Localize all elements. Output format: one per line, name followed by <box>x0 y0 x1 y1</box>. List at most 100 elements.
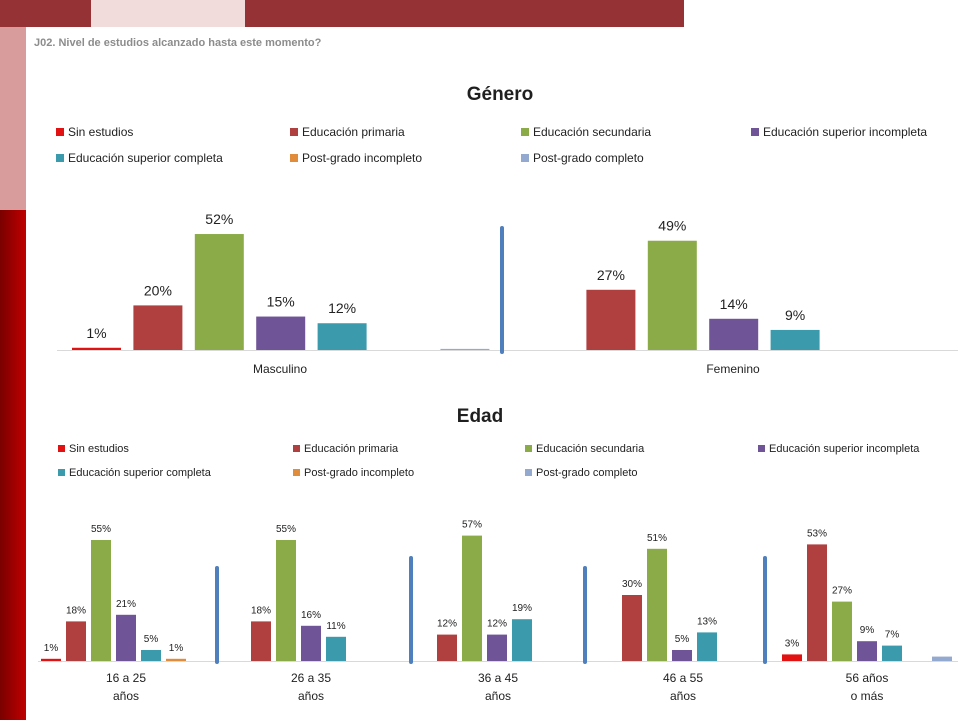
edad-bar-educacion-superior-incompleta-3 <box>672 650 692 661</box>
edad-value-label-sin-estudios-0: 1% <box>44 643 59 654</box>
edad-value-label-sin-estudios-4: 3% <box>785 638 800 649</box>
genero-legend-label-educacion-secundaria: Educación secundaria <box>533 125 651 139</box>
genero-value-label-educacion-primaria-0: 20% <box>144 282 172 298</box>
edad-value-label-educacion-primaria-2: 12% <box>437 619 457 630</box>
edad-value-label-educacion-superior-incompleta-4: 9% <box>860 625 875 636</box>
genero-legend-label-educacion-primaria: Educación primaria <box>302 125 405 139</box>
edad-legend-label-educacion-secundaria: Educación secundaria <box>536 443 645 455</box>
edad-legend-label-educacion-primaria: Educación primaria <box>304 443 399 455</box>
edad-value-label-educacion-superior-completa-0: 5% <box>144 634 159 645</box>
edad-value-label-educacion-primaria-1: 18% <box>251 605 271 616</box>
edad-bar-educacion-superior-completa-4 <box>882 645 902 661</box>
edad-bar-educacion-primaria-2 <box>437 634 457 661</box>
edad-value-label-educacion-superior-completa-2: 19% <box>512 603 532 614</box>
edad-bar-educacion-secundaria-4 <box>832 601 852 661</box>
genero-category-label-1: Femenino <box>706 362 760 376</box>
genero-legend-label-educacion-superior-incompleta: Educación superior incompleta <box>763 125 927 139</box>
genero-value-label-educacion-secundaria-0: 52% <box>205 211 233 227</box>
edad-value-label-educacion-superior-completa-1: 11% <box>326 621 345 632</box>
genero-legend-swatch-educacion-superior-completa <box>56 154 64 162</box>
genero-legend-label-sin-estudios: Sin estudios <box>68 125 133 139</box>
genero-legend-swatch-post-grado-incompleto <box>290 154 298 162</box>
edad-bar-sin-estudios-0 <box>41 658 61 661</box>
edad-value-label-educacion-secundaria-2: 57% <box>462 520 482 531</box>
edad-legend-swatch-educacion-superior-completa <box>58 469 65 476</box>
genero-category-label-0: Masculino <box>253 362 307 376</box>
edad-legend-swatch-educacion-primaria <box>293 445 300 452</box>
edad-legend-swatch-educacion-superior-incompleta <box>758 445 765 452</box>
genero-bar-educacion-superior-completa-1 <box>770 329 820 350</box>
question-text: J02. Nivel de estudios alcanzado hasta e… <box>34 37 322 49</box>
edad-bar-educacion-superior-completa-1 <box>326 636 346 661</box>
edad-legend-label-sin-estudios: Sin estudios <box>69 443 129 455</box>
edad-category-label-1-line1: años <box>298 689 324 703</box>
genero-value-label-educacion-superior-incompleta-1: 14% <box>720 296 748 312</box>
edad-bar-educacion-primaria-4 <box>807 544 827 661</box>
genero-value-label-educacion-superior-incompleta-0: 15% <box>267 294 295 310</box>
genero-bar-educacion-superior-incompleta-0 <box>256 316 306 350</box>
edad-value-label-educacion-superior-incompleta-3: 5% <box>675 634 690 645</box>
genero-bar-educacion-superior-completa-0 <box>317 323 367 350</box>
genero-legend-label-post-grado-completo: Post-grado completo <box>533 151 644 165</box>
edad-bar-educacion-primaria-0 <box>66 621 86 661</box>
header-bar-light <box>91 0 245 27</box>
edad-bar-educacion-superior-incompleta-2 <box>487 634 507 661</box>
edad-category-label-1-line0: 26 a 35 <box>291 671 331 685</box>
edad-legend-swatch-post-grado-completo <box>525 469 532 476</box>
edad-legend-swatch-educacion-secundaria <box>525 445 532 452</box>
genero-bar-educacion-secundaria-0 <box>194 234 244 350</box>
genero-legend-label-educacion-superior-completa: Educación superior completa <box>68 151 223 165</box>
genero-legend-swatch-sin-estudios <box>56 128 64 136</box>
side-bar-light <box>0 27 26 210</box>
header-bar-dark-left <box>0 0 91 27</box>
edad-bar-post-grado-incompleto-0 <box>166 658 186 661</box>
edad-value-label-educacion-primaria-4: 53% <box>807 528 827 539</box>
edad-bar-educacion-superior-completa-3 <box>697 632 717 661</box>
edad-category-label-3-line1: años <box>670 689 696 703</box>
edad-category-label-3-line0: 46 a 55 <box>663 671 703 685</box>
edad-bar-educacion-primaria-3 <box>622 595 642 661</box>
edad-value-label-educacion-primaria-3: 30% <box>622 579 642 590</box>
genero-value-label-educacion-superior-completa-1: 9% <box>785 307 805 323</box>
edad-bar-sin-estudios-4 <box>782 654 802 661</box>
edad-category-label-4-line0: 56 años <box>846 671 889 685</box>
edad-value-label-educacion-secundaria-4: 27% <box>832 586 852 597</box>
genero-legend-swatch-educacion-superior-incompleta <box>751 128 759 136</box>
genero-bar-post-grado-completo-0 <box>440 348 490 350</box>
edad-category-label-2-line1: años <box>485 689 511 703</box>
edad-legend-label-post-grado-incompleto: Post-grado incompleto <box>304 467 414 479</box>
genero-value-label-sin-estudios-0: 1% <box>86 325 106 341</box>
edad-legend-label-educacion-superior-completa: Educación superior completa <box>69 467 212 479</box>
genero-legend-swatch-educacion-secundaria <box>521 128 529 136</box>
edad-category-label-4-line1: o más <box>851 689 884 703</box>
edad-category-label-0-line1: años <box>113 689 139 703</box>
genero-value-label-educacion-superior-completa-0: 12% <box>328 300 356 316</box>
genero-chart-title: Género <box>467 84 534 105</box>
edad-legend-swatch-post-grado-incompleto <box>293 469 300 476</box>
edad-bar-post-grado-completo-4 <box>932 656 952 661</box>
edad-bar-educacion-superior-incompleta-1 <box>301 625 321 661</box>
genero-bar-sin-estudios-0 <box>72 347 121 350</box>
edad-bar-educacion-superior-completa-0 <box>141 650 161 661</box>
edad-legend-swatch-sin-estudios <box>58 445 65 452</box>
edad-category-label-0-line0: 16 a 25 <box>106 671 146 685</box>
edad-bar-educacion-secundaria-1 <box>276 540 296 661</box>
edad-value-label-educacion-secundaria-0: 55% <box>91 524 111 535</box>
genero-bar-educacion-secundaria-1 <box>647 240 697 350</box>
header-bar-dark-right <box>245 0 684 27</box>
edad-value-label-educacion-secundaria-1: 55% <box>276 524 296 535</box>
edad-value-label-educacion-superior-incompleta-2: 12% <box>487 619 507 630</box>
edad-value-label-educacion-superior-completa-3: 13% <box>697 616 717 627</box>
edad-value-label-educacion-superior-completa-4: 7% <box>885 630 900 641</box>
edad-bar-educacion-primaria-1 <box>251 621 271 661</box>
edad-bar-educacion-superior-incompleta-0 <box>116 614 136 661</box>
edad-bar-educacion-secundaria-0 <box>91 540 111 661</box>
genero-bar-educacion-superior-incompleta-1 <box>709 318 759 350</box>
edad-value-label-post-grado-incompleto-0: 1% <box>169 643 184 654</box>
edad-bar-educacion-secundaria-2 <box>462 535 482 661</box>
edad-category-label-2-line0: 36 a 45 <box>478 671 518 685</box>
genero-legend-swatch-post-grado-completo <box>521 154 529 162</box>
edad-bar-educacion-superior-completa-2 <box>512 619 532 661</box>
genero-bar-educacion-primaria-1 <box>586 289 636 350</box>
